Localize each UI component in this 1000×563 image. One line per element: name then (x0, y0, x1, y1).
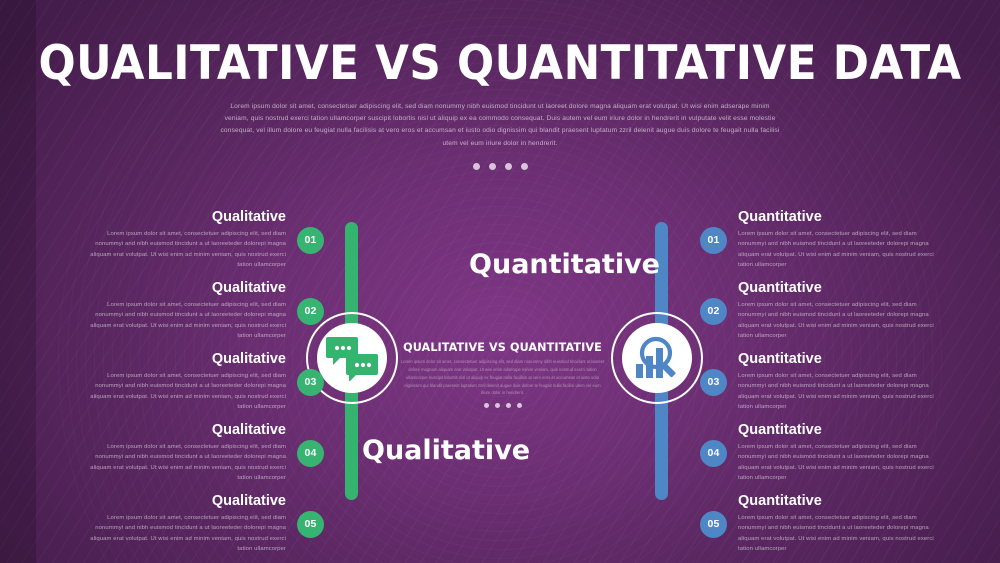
list-item-title: Qualitative (211, 208, 286, 225)
list-item-title: Qualitative (211, 350, 286, 367)
list-item-text: Quantitative Lorem ipsum dolor sit amet,… (727, 494, 940, 555)
dot (488, 162, 496, 170)
list-item-description: Lorem ipsum dolor sit amet, consectetuer… (738, 444, 934, 482)
icon-disc (622, 323, 692, 393)
list-item[interactable]: Qualitative Lorem ipsum dolor sit amet, … (86, 210, 324, 271)
list-item-number-badge: 02 (700, 297, 727, 325)
list-item-title: Qualitative (211, 279, 286, 296)
dot (516, 403, 522, 409)
list-item-text: Quantitative Lorem ipsum dolor sit amet,… (727, 210, 940, 271)
dot (520, 162, 528, 170)
list-item-description: Lorem ipsum dolor sit amet, consectetuer… (738, 373, 934, 411)
list-item-number-badge: 05 (700, 510, 727, 538)
list-item[interactable]: Qualitative Lorem ipsum dolor sit amet, … (86, 352, 324, 413)
list-item-number-badge: 01 (700, 226, 727, 254)
quantitative-icon-medallion (611, 312, 703, 404)
list-item-number-badge: 04 (700, 439, 727, 467)
list-item-description: Lorem ipsum dolor sit amet, consectetuer… (90, 515, 286, 553)
list-item-title: Quantitative (738, 350, 822, 367)
list-item-text: Quantitative Lorem ipsum dolor sit amet,… (727, 352, 940, 413)
list-item[interactable]: Qualitative Lorem ipsum dolor sit amet, … (86, 281, 324, 342)
quantitative-list: Quantitative Lorem ipsum dolor sit amet,… (700, 210, 940, 555)
icon-disc (317, 323, 387, 393)
dot (483, 403, 489, 409)
list-item-title: Quantitative (738, 492, 822, 509)
list-item-description: Lorem ipsum dolor sit amet, consectetuer… (90, 231, 286, 269)
decorative-arc (306, 312, 398, 404)
page-title: QUALITATIVE VS QUANTITATIVE DATA (38, 36, 962, 91)
list-item[interactable]: Quantitative Lorem ipsum dolor sit amet,… (700, 423, 940, 484)
list-item-description: Lorem ipsum dolor sit amet, consectetuer… (738, 231, 934, 269)
list-item-title: Quantitative (738, 208, 822, 225)
list-item-number-badge: 02 (297, 297, 324, 325)
list-item-description: Lorem ipsum dolor sit amet, consectetuer… (90, 444, 286, 482)
list-item-text: Qualitative Lorem ipsum dolor sit amet, … (86, 210, 297, 271)
list-item[interactable]: Quantitative Lorem ipsum dolor sit amet,… (700, 494, 940, 555)
list-item[interactable]: Quantitative Lorem ipsum dolor sit amet,… (700, 281, 940, 342)
center-caption: QUALITATIVE VS QUANTITATIVE Lorem ipsum … (400, 341, 605, 409)
list-item[interactable]: Qualitative Lorem ipsum dolor sit amet, … (86, 423, 324, 484)
list-item-number-badge: 03 (297, 368, 324, 396)
center-caption-title: QUALITATIVE VS QUANTITATIVE (403, 341, 602, 354)
list-item[interactable]: Qualitative Lorem ipsum dolor sit amet, … (86, 494, 324, 555)
watermark-sidebar: Adobe Stock | #1262017452 (0, 0, 36, 563)
header: QUALITATIVE VS QUANTITATIVE DATA Lorem i… (0, 0, 1000, 170)
list-item-description: Lorem ipsum dolor sit amet, consectetuer… (90, 373, 286, 411)
list-item-text: Qualitative Lorem ipsum dolor sit amet, … (86, 281, 297, 342)
list-item-title: Qualitative (211, 421, 286, 438)
list-item-text: Qualitative Lorem ipsum dolor sit amet, … (86, 352, 297, 413)
list-item-number-badge: 01 (297, 226, 324, 254)
list-item-title: Qualitative (211, 492, 286, 509)
list-item-title: Quantitative (738, 421, 822, 438)
magnifier-bar-chart-icon (636, 336, 676, 378)
list-item-text: Qualitative Lorem ipsum dolor sit amet, … (86, 494, 297, 555)
list-item-text: Quantitative Lorem ipsum dolor sit amet,… (727, 281, 940, 342)
center-caption-description: Lorem ipsum dolor sit amet, consectetuer… (400, 359, 605, 396)
dot (494, 403, 500, 409)
center-label-qualitative: Qualitative (362, 435, 531, 466)
dot (472, 162, 480, 170)
dot (504, 162, 512, 170)
qualitative-icon-medallion (306, 312, 398, 404)
list-item-description: Lorem ipsum dolor sit amet, consectetuer… (738, 302, 934, 340)
list-item-description: Lorem ipsum dolor sit amet, consectetuer… (90, 302, 286, 340)
list-item[interactable]: Quantitative Lorem ipsum dolor sit amet,… (700, 210, 940, 271)
list-item-number-badge: 03 (700, 368, 727, 396)
decorative-arc (611, 312, 703, 404)
list-item-number-badge: 04 (297, 439, 324, 467)
header-dot-separator (0, 162, 1000, 170)
center-label-quantitative: Quantitative (469, 249, 660, 280)
dot (505, 403, 511, 409)
center-dot-separator (400, 403, 605, 409)
list-item[interactable]: Quantitative Lorem ipsum dolor sit amet,… (700, 352, 940, 413)
chat-bubbles-icon (326, 337, 378, 381)
list-item-text: Quantitative Lorem ipsum dolor sit amet,… (727, 423, 940, 484)
qualitative-list: Qualitative Lorem ipsum dolor sit amet, … (86, 210, 324, 555)
list-item-title: Quantitative (738, 279, 822, 296)
header-subtitle: Lorem ipsum dolor sit amet, consectetuer… (220, 103, 780, 147)
list-item-description: Lorem ipsum dolor sit amet, consectetuer… (738, 515, 934, 553)
list-item-number-badge: 05 (297, 510, 324, 538)
list-item-text: Qualitative Lorem ipsum dolor sit amet, … (86, 423, 297, 484)
